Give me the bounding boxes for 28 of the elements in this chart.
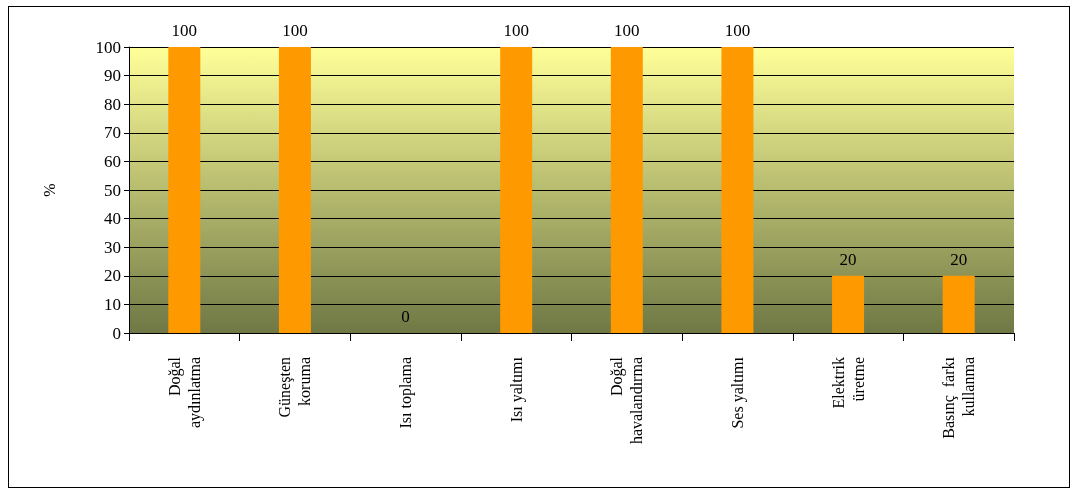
data-label: 0 — [401, 307, 410, 326]
y-tick-label: 10 — [104, 294, 121, 314]
x-tick-label: Basınç farkı kullanma — [940, 356, 978, 439]
x-tick-label: Ses yaltımı — [728, 356, 747, 429]
y-axis-title: % — [40, 183, 58, 197]
y-tick-label: 70 — [104, 123, 121, 143]
y-tick-label: 80 — [104, 94, 121, 114]
x-tick-label: Güneşten koruma — [276, 357, 314, 418]
y-tick-label: 50 — [104, 180, 121, 200]
y-tick-label: 100 — [95, 37, 121, 57]
y-tick-label: 20 — [104, 266, 121, 286]
y-tick-label: 30 — [104, 237, 121, 257]
y-tick-label: 40 — [104, 209, 121, 229]
data-label: 100 — [724, 21, 751, 40]
y-tick-label: 90 — [104, 66, 121, 86]
x-tick-label: Isı toplama — [397, 357, 416, 429]
data-label: 20 — [950, 249, 968, 269]
y-tick-label: 0 — [112, 323, 121, 343]
data-label: 100 — [503, 21, 529, 40]
x-tick-label: Elektrik üretme — [829, 357, 867, 409]
x-tick-label: Isı yaltımı — [507, 356, 526, 423]
y-tick-label: 60 — [104, 151, 121, 171]
data-label: 100 — [171, 21, 198, 40]
x-tick-label: Doğal aydınlatma — [165, 356, 204, 429]
x-tick-label: Doğal havalandırma — [608, 356, 646, 445]
data-label: 100 — [614, 21, 640, 40]
data-label: 100 — [282, 21, 308, 40]
data-label: 20 — [839, 249, 857, 269]
